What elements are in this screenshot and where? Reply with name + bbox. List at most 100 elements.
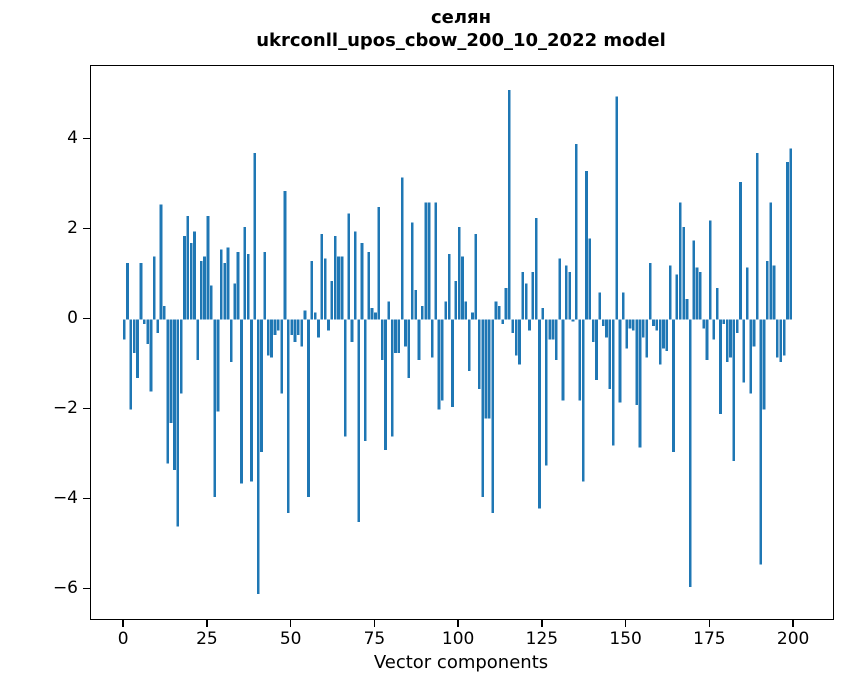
bar-component-95 (441, 319, 444, 401)
x-tick-label: 25 (196, 629, 218, 649)
y-tick-label: −4 (52, 488, 78, 509)
chart-subtitle: ukrconll_upos_cbow_200_10_2022 model (256, 30, 666, 51)
bar-component-84 (404, 319, 407, 347)
bar-component-114 (504, 287, 508, 320)
bar-component-44 (270, 319, 273, 358)
bar-component-97 (447, 254, 451, 320)
bar-component-55 (307, 319, 310, 498)
bar-component-122 (531, 272, 535, 320)
bar-component-132 (565, 265, 568, 320)
bar-component-187 (749, 319, 752, 394)
bar-component-34 (236, 251, 240, 320)
x-tick-mark (457, 619, 459, 627)
bar-component-45 (273, 319, 277, 336)
x-tick-label: 200 (776, 629, 810, 649)
bar-component-76 (377, 206, 381, 320)
bar-component-190 (759, 319, 762, 565)
bar-component-135 (575, 143, 578, 320)
bar-component-100 (457, 227, 461, 320)
bar-component-145 (608, 319, 612, 390)
bar-component-149 (621, 292, 625, 320)
bar-component-12 (163, 305, 166, 320)
bar-component-195 (776, 319, 779, 358)
bar-component-96 (444, 301, 448, 320)
bar-component-93 (434, 202, 438, 320)
bar-component-175 (709, 220, 712, 320)
bar-component-73 (367, 251, 371, 320)
bar-component-174 (705, 319, 709, 360)
bar-component-22 (196, 319, 200, 360)
bar-component-51 (293, 319, 297, 342)
bar-component-81 (394, 319, 397, 354)
bar-component-103 (467, 319, 471, 372)
bar-component-7 (146, 319, 149, 345)
bar-component-105 (474, 233, 478, 320)
y-tick-label: −6 (52, 578, 78, 599)
bar-component-37 (246, 254, 250, 320)
x-tick-label: 50 (279, 629, 302, 649)
bar-component-90 (424, 202, 427, 320)
x-axis-label: Vector components (373, 652, 549, 673)
bar-component-193 (769, 202, 773, 320)
bar-component-167 (682, 227, 685, 320)
bar-component-89 (420, 305, 424, 320)
bar-component-133 (568, 272, 572, 320)
bar-component-143 (601, 319, 605, 327)
bar-component-10 (156, 319, 159, 333)
bar-component-9 (152, 256, 156, 320)
bar-component-86 (410, 222, 414, 320)
bar-component-110 (491, 319, 494, 513)
bar-component-24 (203, 256, 206, 320)
x-tick-mark (206, 619, 208, 627)
x-tick-label: 75 (363, 629, 386, 649)
bar-component-194 (772, 265, 776, 320)
bar-component-165 (675, 274, 679, 320)
bar-component-29 (219, 249, 223, 320)
bar-component-99 (454, 281, 458, 320)
bar-component-164 (672, 319, 675, 453)
bar-component-197 (782, 319, 786, 356)
bar-component-94 (437, 319, 441, 410)
bar-component-104 (471, 312, 474, 320)
bar-component-35 (240, 319, 243, 484)
bar-component-166 (678, 202, 682, 320)
bar-component-120 (524, 283, 528, 320)
bar-component-72 (364, 319, 367, 441)
bar-component-183 (735, 319, 739, 333)
bar-component-169 (688, 319, 692, 588)
bar-component-130 (558, 258, 561, 320)
bar-component-19 (186, 215, 190, 320)
bar-component-181 (729, 319, 732, 358)
bar-component-138 (585, 170, 588, 320)
bar-component-196 (779, 319, 783, 363)
bar-component-52 (297, 319, 300, 336)
bar-component-85 (407, 319, 411, 378)
bar-component-125 (541, 308, 545, 320)
plot-area (90, 65, 834, 620)
y-tick-mark (83, 497, 90, 500)
bar-component-54 (303, 310, 307, 320)
bar-component-179 (722, 319, 726, 324)
x-tick-label: 0 (117, 629, 129, 649)
bar-component-50 (290, 319, 293, 336)
bar-component-176 (712, 319, 716, 340)
bar-component-71 (360, 242, 364, 320)
chart-title: селян (430, 7, 492, 28)
bar-component-168 (685, 299, 689, 320)
bar-component-171 (695, 267, 699, 320)
bar-component-144 (605, 319, 608, 338)
bar-component-158 (652, 319, 655, 327)
bar-component-177 (715, 287, 719, 320)
bar-component-198 (786, 161, 789, 320)
bar-component-47 (280, 319, 283, 394)
bar-component-32 (230, 319, 233, 363)
bar-component-159 (655, 319, 659, 331)
bar-component-199 (789, 148, 793, 320)
bar-component-124 (538, 319, 541, 509)
bar-component-65 (340, 256, 344, 320)
bar-component-13 (166, 319, 170, 464)
bar-component-28 (216, 319, 220, 412)
x-tick-label: 175 (693, 629, 726, 649)
x-tick-mark (122, 619, 124, 627)
bar-component-189 (755, 152, 759, 320)
